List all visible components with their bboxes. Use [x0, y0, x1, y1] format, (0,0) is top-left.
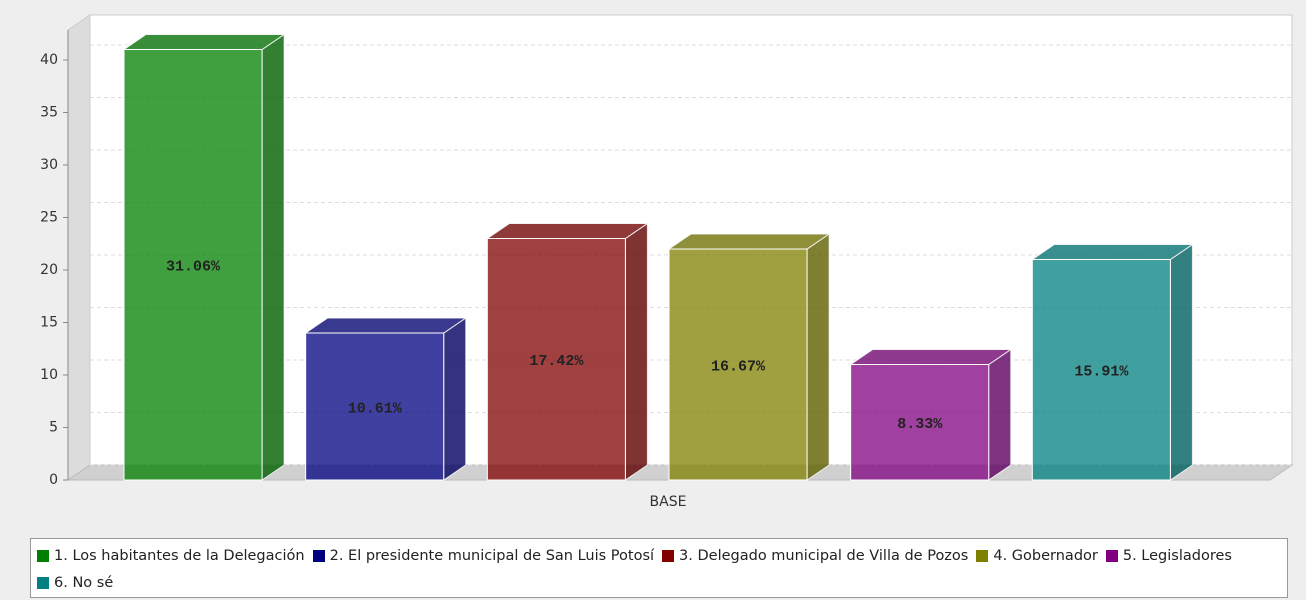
bar-top-shade — [487, 223, 648, 239]
legend-label: 2. El presidente municipal de San Luis P… — [329, 547, 655, 564]
x-tick-label: BASE — [650, 494, 687, 510]
y-tick-label: 15 — [40, 315, 58, 331]
y-tick-label: 10 — [40, 367, 58, 383]
bar-side-shade — [1170, 244, 1193, 480]
bar-top-shade — [305, 318, 466, 333]
legend-label: 1. Los habitantes de la Delegación — [54, 547, 305, 564]
legend-swatch — [312, 549, 325, 562]
legend-swatch — [37, 576, 49, 589]
legend-swatch — [37, 549, 49, 562]
data-label: 15.91% — [1074, 364, 1129, 381]
bar-front — [1031, 259, 1171, 481]
data-label: 8.33% — [897, 416, 943, 433]
bar-front — [123, 49, 263, 481]
legend-swatch — [662, 549, 675, 562]
bar-side-shade — [625, 223, 648, 480]
bar-front — [486, 238, 626, 481]
data-label: 17.42% — [529, 353, 584, 370]
y-tick-label: 0 — [49, 472, 58, 488]
bar-side-shade — [443, 318, 466, 480]
bar-front — [850, 364, 990, 481]
bar-top-shade — [1032, 244, 1193, 260]
bar-side-shade — [262, 34, 285, 480]
bar — [122, 33, 286, 481]
legend-swatch — [1105, 549, 1118, 562]
y-tick-label: 25 — [40, 210, 58, 226]
bar — [1030, 243, 1195, 481]
bar-top-shade — [850, 349, 1011, 365]
data-label: 31.06% — [166, 259, 221, 276]
y-tick-label: 5 — [49, 420, 58, 436]
data-label: 10.61% — [348, 400, 403, 417]
bar — [667, 233, 831, 481]
legend-item: 6. No sé — [37, 569, 113, 596]
legend: 1. Los habitantes de la Delegación 2. El … — [30, 538, 1288, 598]
bar-top-shade — [124, 34, 285, 50]
legend-item: 4. Gobernador — [976, 542, 1098, 569]
bar — [304, 317, 468, 481]
chart: BASE 0 5 10 15 20 25 30 35 40 31.06% 10.61% 17.42% 1… — [40, 14, 1294, 510]
bar-side-shade — [807, 234, 830, 480]
legend-swatch — [976, 549, 989, 562]
bar-side-shade — [988, 349, 1011, 480]
bar — [485, 222, 650, 481]
legend-item: 5. Legisladores — [1105, 542, 1232, 569]
data-label: 16.67% — [711, 358, 766, 375]
side-wall — [67, 14, 91, 481]
legend-label: 6. No sé — [54, 574, 114, 591]
legend-item: 1. Los habitantes de la Delegación — [37, 542, 305, 569]
bar-front — [668, 248, 808, 481]
legend-label: 5. Legisladores — [1122, 547, 1232, 564]
bar-front — [305, 332, 445, 481]
y-tick-label: 40 — [40, 52, 58, 68]
legend-label: 4. Gobernador — [993, 547, 1098, 564]
legend-item: 2. El presidente municipal de San Luis P… — [312, 542, 655, 569]
bar — [849, 348, 1013, 481]
y-tick-label: 30 — [40, 157, 58, 173]
y-tick-label: 20 — [40, 262, 58, 278]
y-tick-label: 35 — [40, 105, 58, 121]
legend-label: 3. Delegado municipal de Villa de Pozos — [679, 547, 969, 564]
legend-item: 3. Delegado municipal de Villa de Pozos — [662, 542, 968, 569]
bar-top-shade — [669, 234, 830, 249]
